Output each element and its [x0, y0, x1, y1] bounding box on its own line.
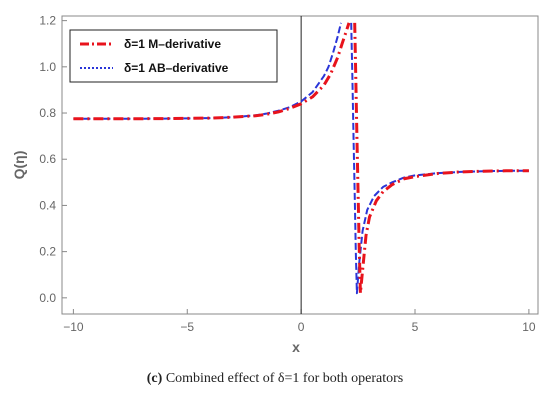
y-tick-label: 0.0 — [39, 291, 56, 305]
chart: −10 −5 0 5 10 0.0 0.2 0.4 0.6 0.8 1.0 1.2 δ=1 M–der… — [11, 14, 539, 355]
x-tick-label: −5 — [180, 320, 194, 334]
y-tick-label: 0.6 — [39, 152, 56, 166]
series-ab-derivative-right-branch — [350, 22, 529, 295]
y-tick-label: 1.0 — [39, 60, 56, 74]
x-tick-label: 0 — [298, 320, 305, 334]
y-axis-label: Q(η) — [11, 151, 27, 180]
caption-text: Combined effect of δ=1 for both operator… — [162, 371, 404, 386]
x-tick-label: 5 — [412, 320, 419, 334]
y-tick-label: 1.2 — [39, 14, 56, 28]
x-axis-label: x — [292, 339, 300, 355]
series-ab-derivative-left-branch — [73, 22, 342, 120]
x-tick-label: −10 — [63, 320, 84, 334]
legend-label-m: δ=1 M–derivative — [124, 37, 221, 51]
y-tick-label: 0.2 — [39, 245, 56, 259]
legend: δ=1 M–derivative δ=1 AB–derivative — [69, 29, 278, 83]
caption-letter: (c) — [146, 371, 163, 386]
x-tick-label: 10 — [522, 320, 536, 334]
legend-label-ab: δ=1 AB–derivative — [124, 61, 229, 75]
plot-frame — [61, 15, 539, 315]
series-m-derivative-right-branch — [353, 22, 529, 295]
y-tick-label: 0.4 — [39, 198, 56, 212]
figure-caption: (c) Combined effect of δ=1 for both oper… — [0, 371, 550, 387]
y-tick-label: 0.8 — [39, 106, 56, 120]
series-m-derivative-left-branch — [73, 22, 351, 121]
series-layer — [73, 22, 529, 295]
legend-box — [69, 29, 278, 83]
axis-ticks: −10 −5 0 5 10 0.0 0.2 0.4 0.6 0.8 1.0 1.2 — [39, 14, 536, 334]
